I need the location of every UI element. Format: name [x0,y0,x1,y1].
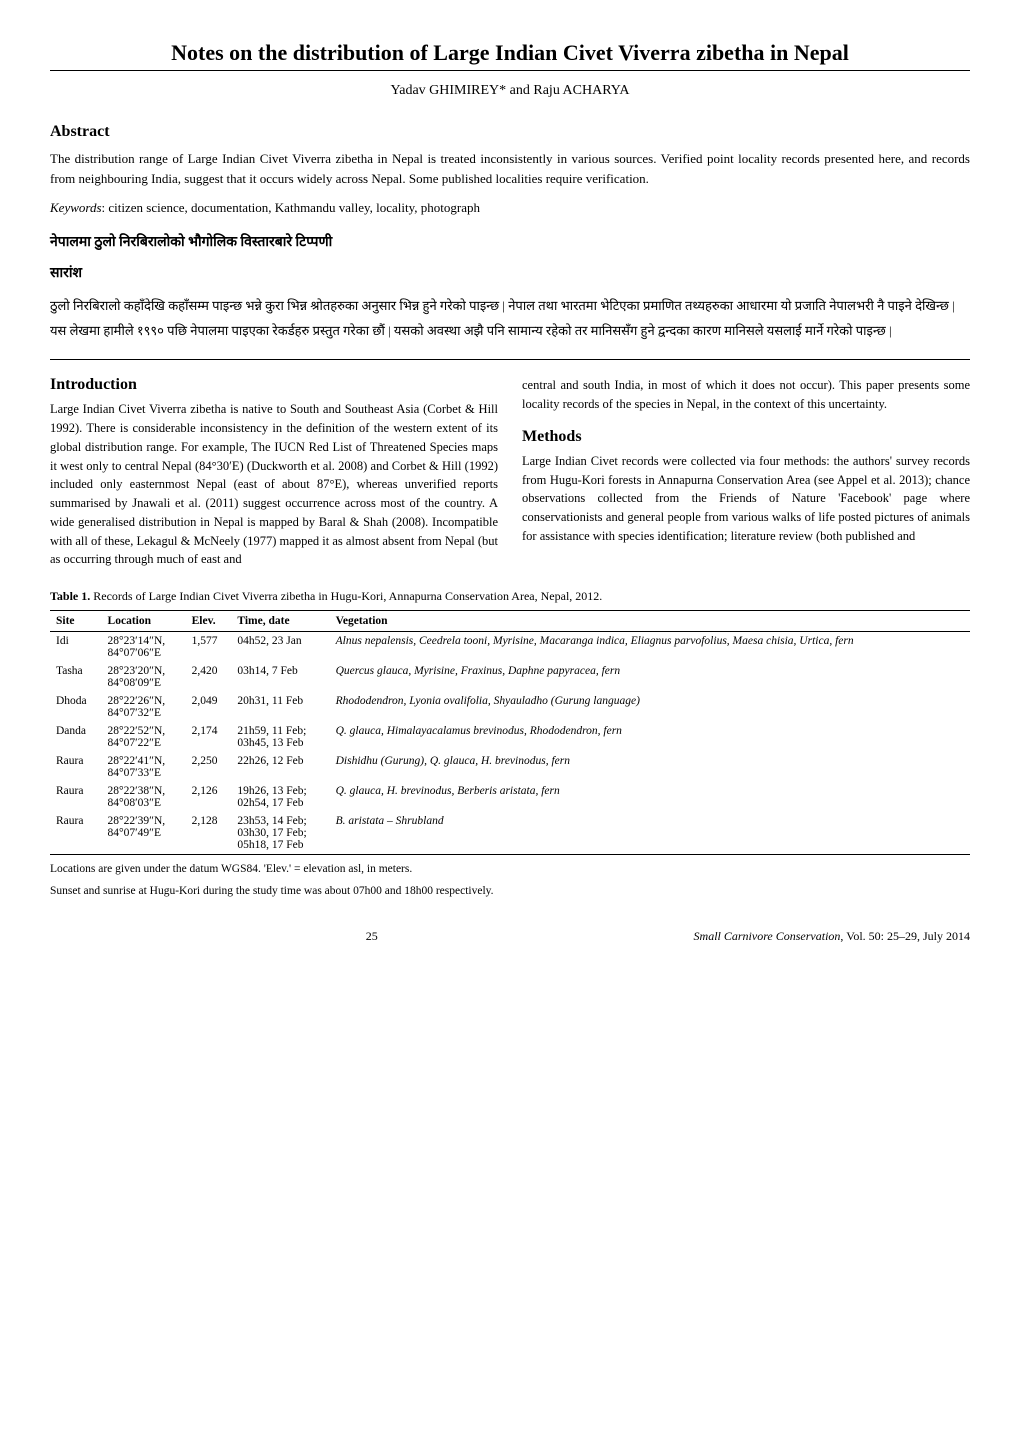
table-cell: 28°23′20″N,84°08′09″E [102,662,186,692]
table-cell: 1,577 [186,632,232,663]
table-cell: 2,128 [186,812,232,855]
table-row: Raura28°22′38″N,84°08′03″E2,12619h26, 13… [50,782,970,812]
table-cell: Q. glauca, Himalayacalamus brevinodus, R… [330,722,970,752]
table-cell: Dishidhu (Gurung), Q. glauca, H. brevino… [330,752,970,782]
table-footer-2: Sunset and sunrise at Hugu-Kori during t… [50,883,970,899]
table-cell: 28°22′52″N,84°07′22″E [102,722,186,752]
table-row: Danda28°22′52″N,84°07′22″E2,17421h59, 11… [50,722,970,752]
devanagari-title: नेपालमा ठुलो निरबिरालोको भौगोलिक विस्तार… [50,232,970,251]
introduction-text: Large Indian Civet Viverra zibetha is na… [50,400,498,569]
table-cell: 19h26, 13 Feb;02h54, 17 Feb [231,782,329,812]
abstract-heading: Abstract [50,123,970,141]
table-row: Tasha28°23′20″N,84°08′09″E2,42003h14, 7 … [50,662,970,692]
table-row: Idi28°23′14″N,84°07′06″E1,57704h52, 23 J… [50,632,970,663]
table-cell: Q. glauca, H. brevinodus, Berberis arist… [330,782,970,812]
page-number: 25 [366,929,378,944]
table-cell: 23h53, 14 Feb;03h30, 17 Feb;05h18, 17 Fe… [231,812,329,855]
page-footer: 25 Small Carnivore Conservation, Vol. 50… [50,929,970,944]
table-cell: 20h31, 11 Feb [231,692,329,722]
table-cell: Idi [50,632,102,663]
col-location: Location [102,611,186,632]
col-time: Time, date [231,611,329,632]
section-divider [50,359,970,360]
table-header-row: Site Location Elev. Time, date Vegetatio… [50,611,970,632]
table-cell: B. aristata – Shrubland [330,812,970,855]
table-caption-text: Records of Large Indian Civet Viverra zi… [90,589,602,603]
table-cell: Raura [50,782,102,812]
keywords: Keywords: citizen science, documentation… [50,200,970,216]
introduction-heading: Introduction [50,376,498,394]
col-elev: Elev. [186,611,232,632]
table-cell: 2,126 [186,782,232,812]
table-cell: Danda [50,722,102,752]
table-body: Idi28°23′14″N,84°07′06″E1,57704h52, 23 J… [50,632,970,855]
table-cell: 2,174 [186,722,232,752]
table-row: Dhoda28°22′26″N,84°07′32″E2,04920h31, 11… [50,692,970,722]
table-cell: 22h26, 12 Feb [231,752,329,782]
volume-info: , Vol. 50: 25–29, July 2014 [840,929,970,943]
table-cell: Alnus nepalensis, Ceedrela tooni, Myrisi… [330,632,970,663]
title-underline [50,70,970,71]
left-column: Introduction Large Indian Civet Viverra … [50,376,498,569]
abstract-text: The distribution range of Large Indian C… [50,149,970,188]
table-caption: Table 1. Records of Large Indian Civet V… [50,589,970,604]
records-table: Site Location Elev. Time, date Vegetatio… [50,610,970,855]
devanagari-body: ठुलो निरबिरालो कहाँदेखि कहाँसम्म पाइन्छ … [50,294,970,343]
saransh-heading: सारांश [50,263,970,282]
table-cell: Raura [50,752,102,782]
journal-name: Small Carnivore Conservation [694,929,841,943]
table-cell: 28°22′39″N,84°07′49″E [102,812,186,855]
keywords-text: : citizen science, documentation, Kathma… [102,200,480,215]
table-footer-1: Locations are given under the datum WGS8… [50,861,970,877]
table-cell: Quercus glauca, Myrisine, Fraxinus, Daph… [330,662,970,692]
table-cell: Dhoda [50,692,102,722]
keywords-label: Keywords [50,200,102,215]
table-cell: Raura [50,812,102,855]
table-cell: 28°23′14″N,84°07′06″E [102,632,186,663]
methods-text: Large Indian Civet records were collecte… [522,452,970,546]
footer-right: Small Carnivore Conservation, Vol. 50: 2… [694,929,970,944]
table-cell: 03h14, 7 Feb [231,662,329,692]
introduction-text-cont: central and south India, in most of whic… [522,376,970,414]
article-title: Notes on the distribution of Large India… [50,40,970,66]
methods-heading: Methods [522,428,970,446]
table-caption-bold: Table 1. [50,589,90,603]
table-cell: 2,420 [186,662,232,692]
table-cell: 2,049 [186,692,232,722]
table-cell: 28°22′26″N,84°07′32″E [102,692,186,722]
table-cell: 28°22′41″N,84°07′33″E [102,752,186,782]
table-cell: 2,250 [186,752,232,782]
col-site: Site [50,611,102,632]
table-cell: Tasha [50,662,102,692]
table-cell: 21h59, 11 Feb;03h45, 13 Feb [231,722,329,752]
col-vegetation: Vegetation [330,611,970,632]
table-cell: 04h52, 23 Jan [231,632,329,663]
table-row: Raura28°22′41″N,84°07′33″E2,25022h26, 12… [50,752,970,782]
table-cell: Rhododendron, Lyonia ovalifolia, Shyaula… [330,692,970,722]
table-row: Raura28°22′39″N,84°07′49″E2,12823h53, 14… [50,812,970,855]
two-column-layout: Introduction Large Indian Civet Viverra … [50,376,970,569]
right-column: central and south India, in most of whic… [522,376,970,569]
authors: Yadav GHIMIREY* and Raju ACHARYA [50,83,970,99]
table-cell: 28°22′38″N,84°08′03″E [102,782,186,812]
